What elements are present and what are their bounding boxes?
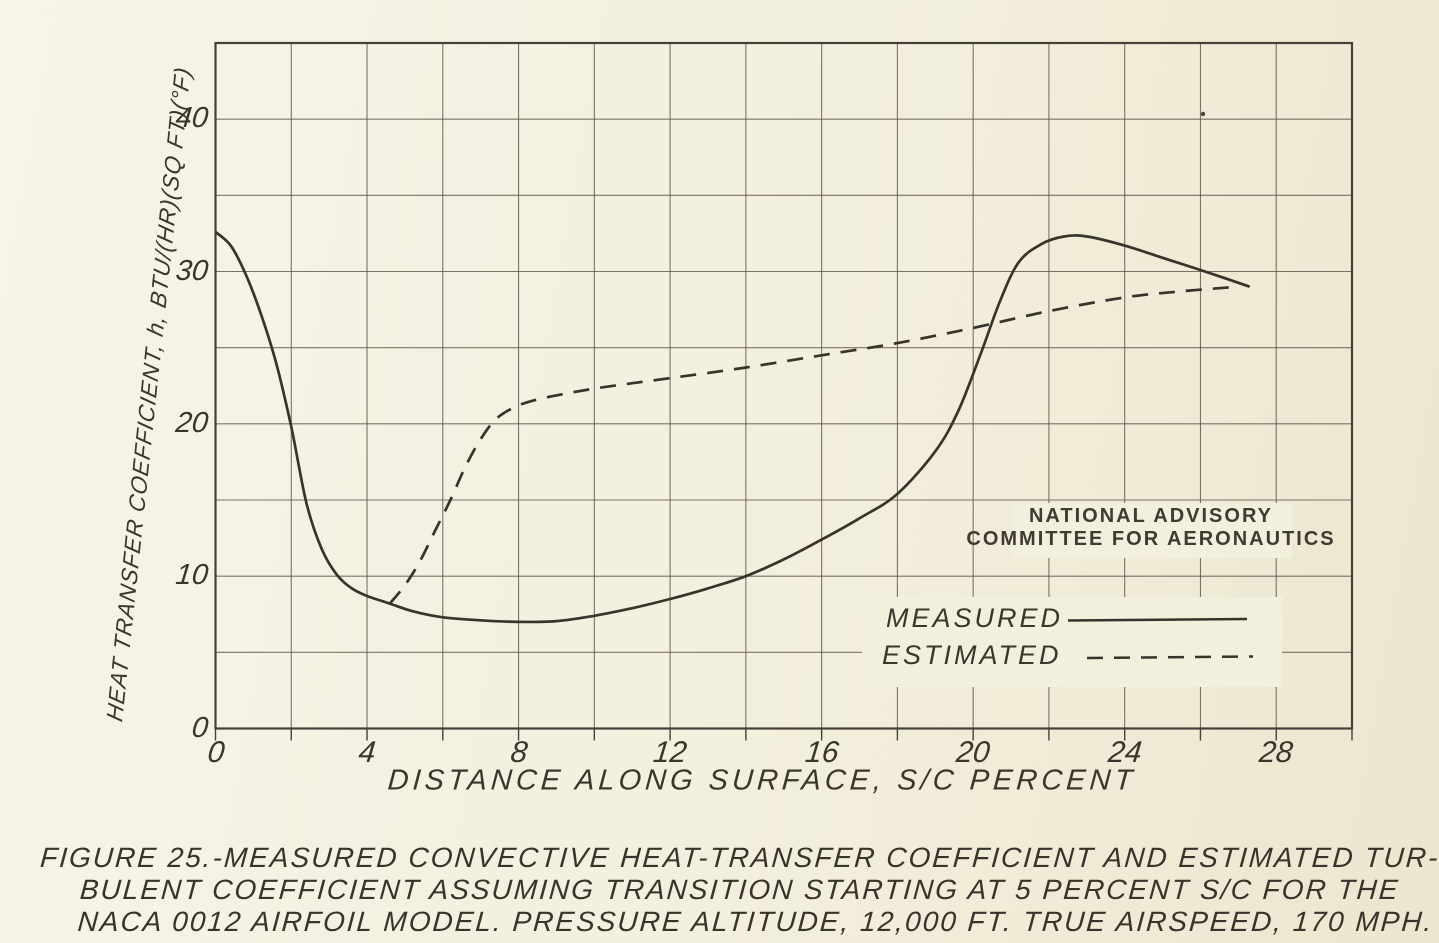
grid-erase-patch [862, 597, 1282, 687]
scan-speck [1200, 111, 1206, 117]
x-axis-title: DISTANCE ALONG SURFACE, S/C PERCENT [386, 764, 1138, 797]
curve-estimated [388, 285, 1239, 605]
figure-caption-line3: NACA 0012 AIRFOIL MODEL. PRESSURE ALTITU… [76, 906, 1435, 937]
grid-erase-patch [1012, 503, 1292, 558]
legend-measured-line-sample [1067, 617, 1248, 622]
curve-measured [214, 230, 1251, 624]
plot-border [214, 41, 1354, 730]
figure-caption: FIGURE 25.-MEASURED CONVECTIVE HEAT-TRAN… [35, 842, 1439, 938]
x-tick-label: 0 [205, 736, 226, 769]
naca-stamp-line1: NATIONAL ADVISORY [1028, 505, 1273, 527]
legend-estimated-line-sample [1086, 655, 1254, 660]
naca-stamp-line2: COMMITTEE FOR AERONAUTICS [966, 528, 1336, 550]
figure-caption-line1: FIGURE 25.-MEASURED CONVECTIVE HEAT-TRAN… [39, 842, 1439, 873]
legend-measured-label: MEASURED [886, 603, 1064, 633]
figure-caption-line2: BULENT COEFFICIENT ASSUMING TRANSITION S… [78, 874, 1401, 905]
legend-estimated-label: ESTIMATED [882, 640, 1062, 670]
x-tick-label: 28 [1257, 736, 1295, 769]
naca-stamp: NATIONAL ADVISORY COMMITTEE FOR AERONAUT… [966, 505, 1335, 551]
